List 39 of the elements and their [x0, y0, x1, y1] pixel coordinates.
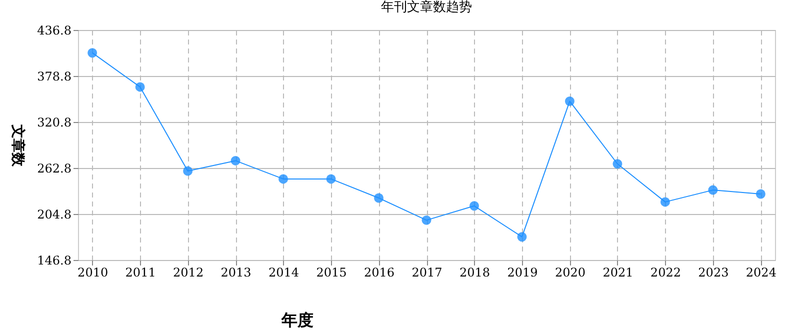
- point: [183, 166, 193, 176]
- x-tick-label: 2011: [125, 266, 156, 280]
- y-tick-label: 262.8: [37, 162, 72, 176]
- point: [660, 197, 670, 207]
- point: [135, 82, 145, 92]
- point: [374, 193, 384, 203]
- x-tick-label: 2017: [412, 266, 442, 280]
- point: [517, 232, 527, 242]
- x-tick-label: 2015: [316, 266, 347, 280]
- point: [756, 189, 766, 199]
- point: [422, 215, 432, 225]
- x-tick-label: 2013: [220, 266, 252, 280]
- point: [469, 201, 479, 211]
- x-tick-label: 2023: [698, 266, 729, 280]
- x-tick-label: 2021: [602, 266, 634, 280]
- point: [230, 156, 240, 166]
- y-axis-title: 文章数: [10, 124, 26, 168]
- y-tick-label: 436.8: [37, 24, 72, 38]
- y-tick-label: 378.8: [37, 70, 72, 84]
- y-tick-label: 204.8: [37, 208, 72, 222]
- y-tick-label: 146.8: [37, 254, 72, 268]
- x-tick-label: 2016: [364, 266, 395, 280]
- y-tick-label: 320.8: [37, 116, 72, 130]
- x-tick-label: 2020: [554, 266, 586, 280]
- chart-title: 年刊文章数趋势: [381, 0, 472, 15]
- x-tick-label: 2012: [173, 266, 204, 280]
- x-axis-title: 年度: [280, 310, 314, 330]
- x-tick-label: 2014: [268, 266, 300, 280]
- point: [88, 48, 98, 58]
- point: [564, 96, 574, 106]
- point: [278, 174, 288, 184]
- point: [326, 174, 336, 184]
- x-tick-label: 2022: [650, 266, 681, 280]
- x-tick-label: 2024: [746, 266, 777, 280]
- x-tick-label: 2010: [78, 266, 108, 280]
- point: [708, 185, 718, 195]
- x-tick-label: 2018: [459, 266, 490, 280]
- x-tick-label: 2019: [507, 266, 538, 280]
- point: [612, 159, 622, 169]
